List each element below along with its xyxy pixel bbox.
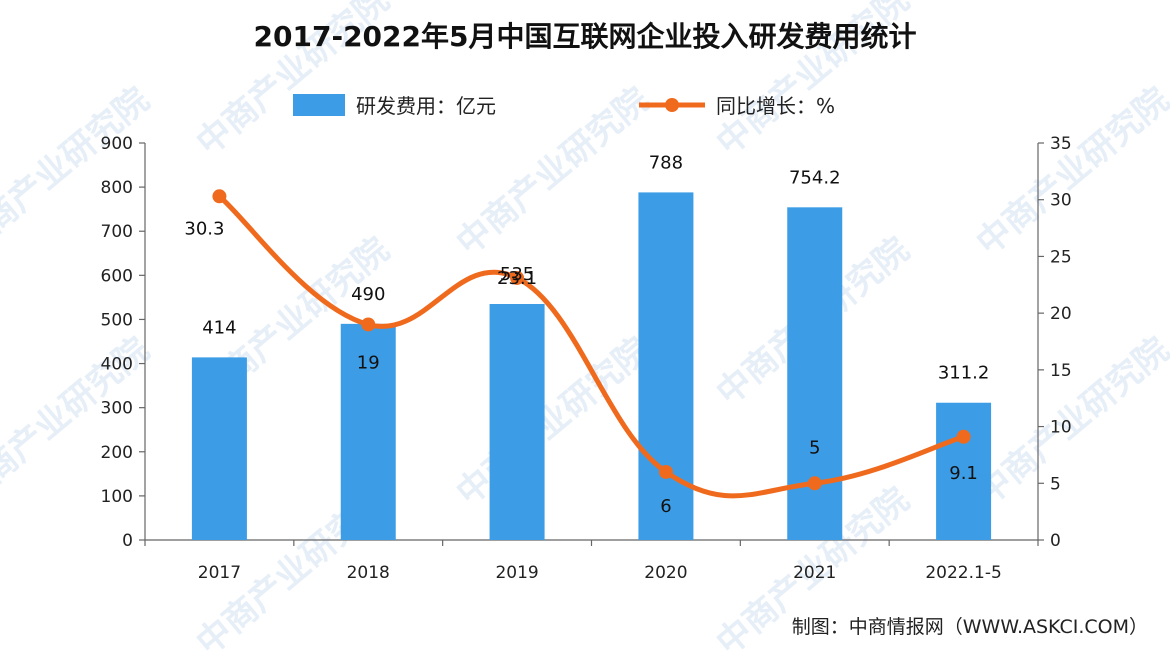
growth-line bbox=[212, 189, 971, 499]
y-right-tick-label: 15 bbox=[1050, 361, 1072, 381]
legend-bar-label: 研发费用：亿元 bbox=[356, 94, 496, 118]
legend: 研发费用：亿元 同比增长：% bbox=[293, 94, 835, 118]
y-right-tick-label: 25 bbox=[1050, 247, 1072, 267]
legend-line-marker bbox=[665, 98, 679, 112]
growth-value-label: 19 bbox=[357, 352, 380, 373]
y-left-tick-label: 100 bbox=[101, 487, 133, 507]
legend-line-label: 同比增长：% bbox=[716, 94, 835, 118]
bar bbox=[489, 304, 545, 540]
y-right-tick-label: 10 bbox=[1050, 418, 1072, 438]
watermark-text: 中商产业研究院 bbox=[0, 330, 157, 514]
x-tick-label: 2020 bbox=[644, 563, 687, 583]
source-note: 制图：中商情报网（WWW.ASKCI.COM） bbox=[792, 616, 1148, 638]
growth-value-label: 5 bbox=[809, 437, 820, 458]
y-left-tick-label: 500 bbox=[101, 310, 133, 330]
chart-title: 2017-2022年5月中国互联网企业投入研发费用统计 bbox=[254, 20, 917, 53]
x-tick-label: 2018 bbox=[347, 563, 390, 583]
y-left-tick-label: 0 bbox=[122, 531, 133, 551]
y-right-tick-label: 35 bbox=[1050, 134, 1072, 154]
growth-value-label: 9.1 bbox=[949, 463, 978, 484]
bar-value-label: 414 bbox=[202, 317, 236, 338]
bar bbox=[638, 192, 694, 540]
bar-value-label: 788 bbox=[649, 152, 683, 173]
bar-value-label: 490 bbox=[351, 284, 385, 305]
y-right-tick-label: 0 bbox=[1050, 531, 1061, 551]
y-left-tick-label: 300 bbox=[101, 399, 133, 419]
growth-point bbox=[658, 464, 673, 479]
x-tick-label: 2019 bbox=[495, 563, 538, 583]
growth-value-label: 23.1 bbox=[497, 268, 537, 289]
bar-value-label: 311.2 bbox=[938, 363, 990, 384]
y-left-tick-label: 400 bbox=[101, 355, 133, 375]
axes: 0 100 200 300 400 500 600 700 800 900 0 5 10 15 20 25 30… bbox=[101, 134, 1072, 583]
y-right-tick-label: 20 bbox=[1050, 304, 1072, 324]
bar bbox=[340, 323, 396, 540]
growth-point bbox=[807, 476, 822, 491]
y-right-tick-label: 30 bbox=[1050, 191, 1072, 211]
x-tick-label: 2021 bbox=[793, 563, 836, 583]
data-labels: 414 490 535 788 754.2 311.2 30.3 19 23.1 6 5 9.1 bbox=[184, 152, 989, 517]
bar-value-label: 754.2 bbox=[789, 167, 841, 188]
y-left-tick-label: 800 bbox=[101, 178, 133, 198]
growth-point bbox=[361, 317, 376, 332]
watermark-text: 中商产业研究院 bbox=[0, 80, 157, 264]
watermark-text: 中商产业研究院 bbox=[449, 330, 657, 514]
growth-value-label: 6 bbox=[660, 496, 671, 517]
growth-line-path bbox=[216, 193, 967, 499]
y-right-tick-label: 5 bbox=[1050, 474, 1061, 494]
x-tick-label: 2022.1-5 bbox=[925, 563, 1001, 583]
growth-point bbox=[956, 429, 971, 444]
watermark-text: 中商产业研究院 bbox=[969, 80, 1170, 264]
bar bbox=[936, 402, 992, 540]
bar-value-label: 535 bbox=[500, 264, 534, 285]
y-left-tick-label: 200 bbox=[101, 443, 133, 463]
y-left-tick-label: 900 bbox=[101, 134, 133, 154]
growth-point bbox=[212, 189, 227, 204]
y-left-tick-label: 700 bbox=[101, 222, 133, 242]
x-tick-label: 2017 bbox=[198, 563, 241, 583]
legend-bar-swatch bbox=[293, 94, 345, 116]
bar bbox=[191, 357, 247, 540]
growth-point bbox=[510, 270, 525, 285]
y-left-tick-label: 600 bbox=[101, 266, 133, 286]
growth-value-label: 30.3 bbox=[184, 218, 224, 239]
